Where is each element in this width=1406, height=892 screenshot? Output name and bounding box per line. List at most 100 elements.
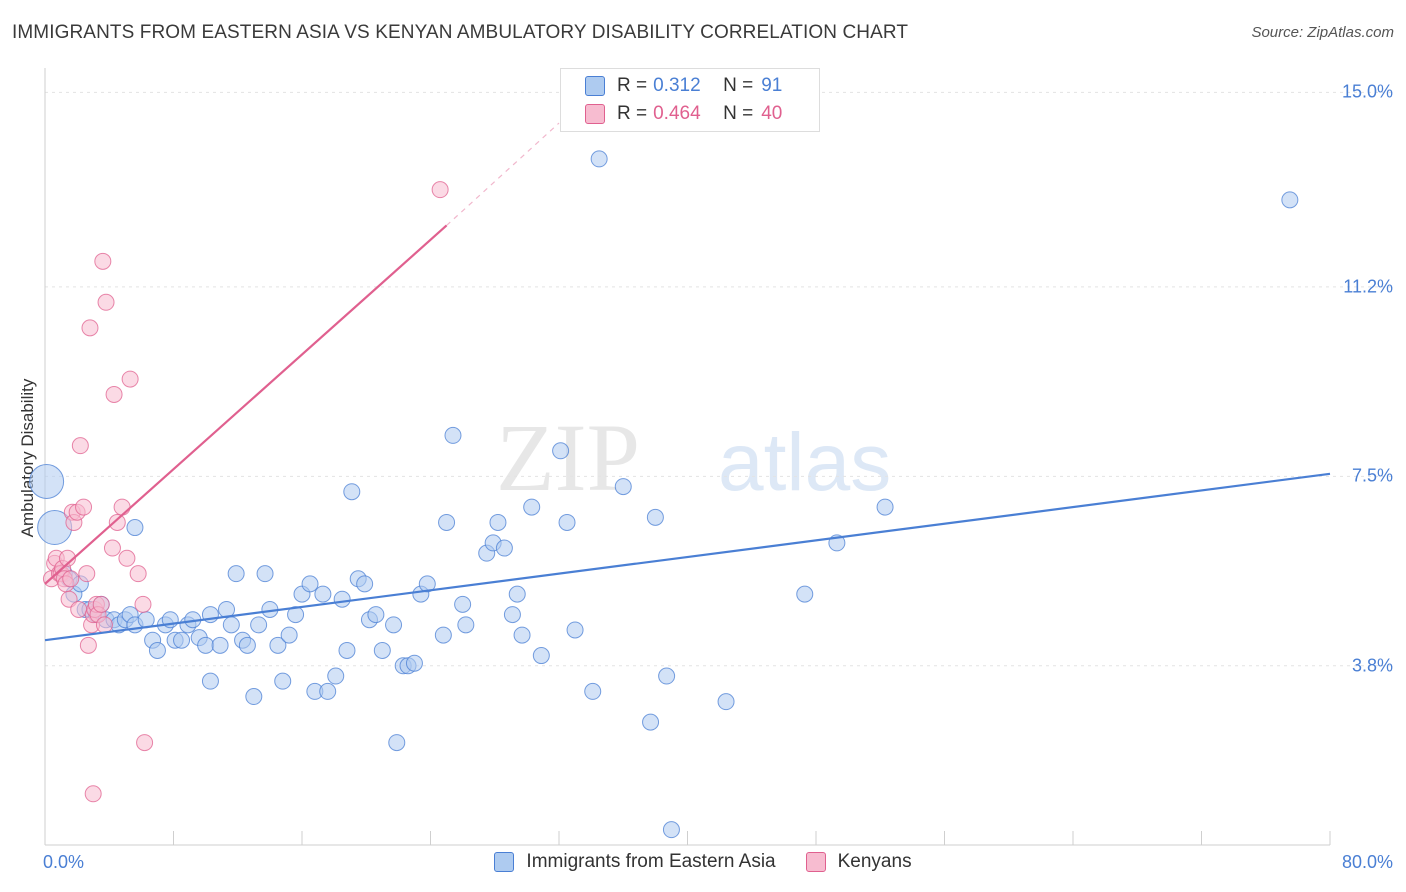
n-value-eastern-asia: 91 (761, 75, 783, 96)
x-tick-label-max: 80.0% (1341, 852, 1393, 872)
data-point (373, 641, 391, 659)
watermark: ZIP atlas (496, 404, 891, 511)
data-point (71, 437, 89, 455)
data-point (584, 682, 602, 700)
series-kenyans-points (42, 181, 449, 803)
data-point (134, 595, 152, 613)
data-point (222, 616, 240, 634)
data-point (513, 626, 531, 644)
data-point (333, 590, 351, 608)
data-point (454, 595, 472, 613)
data-point (646, 508, 664, 526)
trend-line-eastern-asia (44, 472, 1331, 642)
data-point (75, 498, 93, 516)
data-point (558, 513, 576, 531)
legend-swatch-kenyans (805, 852, 826, 872)
legend-item-eastern-asia[interactable]: Immigrants from Eastern Asia (494, 851, 776, 873)
data-point (245, 688, 263, 706)
data-point (717, 693, 735, 711)
source-label: Source: ZipAtlas.com (1251, 24, 1394, 41)
series-legend: Immigrants from Eastern Asia Kenyans (0, 851, 1406, 873)
x-tick-label-min: 0.0% (43, 852, 85, 872)
data-point (58, 549, 76, 567)
data-point (70, 600, 88, 618)
data-point (269, 636, 287, 654)
data-point (319, 682, 337, 700)
data-points (29, 150, 1299, 839)
swatch-kenyans (585, 104, 605, 124)
data-point (129, 565, 147, 583)
r-value-eastern-asia: 0.312 (653, 75, 701, 96)
n-label: N = (723, 103, 754, 124)
data-point (367, 606, 385, 624)
swatch-eastern-asia (585, 76, 605, 96)
axes (44, 68, 1331, 846)
y-tick-label: 3.8% (1351, 655, 1393, 676)
legend-label-eastern-asia: Immigrants from Eastern Asia (526, 851, 776, 872)
data-point (457, 616, 475, 634)
data-point (287, 606, 305, 624)
data-point (495, 539, 513, 557)
data-point (136, 734, 154, 752)
legend-swatch-eastern-asia (494, 852, 515, 872)
data-point (211, 636, 229, 654)
r-label: R = (617, 75, 648, 96)
watermark-atlas: atlas (718, 417, 891, 508)
data-point (113, 498, 131, 516)
data-point (662, 821, 680, 839)
data-point (566, 621, 584, 639)
data-point (532, 647, 550, 665)
data-point (418, 575, 436, 593)
data-point (197, 636, 215, 654)
data-point (173, 631, 191, 649)
data-point (81, 319, 99, 337)
series-eastern-asia-points (29, 150, 1299, 839)
data-point (238, 636, 256, 654)
n-value-kenyans: 40 (761, 103, 783, 124)
data-point (280, 626, 298, 644)
data-point (405, 654, 423, 672)
data-point (503, 606, 521, 624)
data-point (92, 595, 110, 613)
legend-item-kenyans[interactable]: Kenyans (805, 851, 912, 873)
watermark-zip: ZIP (496, 404, 640, 511)
data-point (343, 483, 361, 501)
trend-lines (44, 122, 1331, 642)
data-point (552, 442, 570, 460)
stats-row-kenyans: R = 0.464 N = 40 (585, 101, 782, 127)
chart-title: IMMIGRANTS FROM EASTERN ASIA VS KENYAN A… (12, 22, 909, 43)
data-point (431, 181, 449, 199)
grid-lines (45, 91, 1392, 667)
stats-legend: R = 0.312 N = 91 R = 0.464 N = 40 (560, 68, 820, 132)
data-point (314, 585, 332, 603)
data-point (385, 616, 403, 634)
data-point (121, 370, 139, 388)
data-point (658, 667, 676, 685)
data-point (438, 513, 456, 531)
r-value-kenyans: 0.464 (653, 103, 701, 124)
data-point (201, 672, 219, 690)
data-point (614, 478, 632, 496)
data-point (148, 641, 166, 659)
data-point (103, 539, 121, 557)
data-point (250, 616, 268, 634)
data-point (796, 585, 814, 603)
data-point (876, 498, 894, 516)
y-tick-label: 15.0% (1341, 81, 1393, 102)
data-point (95, 616, 113, 634)
data-point (62, 570, 80, 588)
data-point (94, 252, 112, 270)
data-point (105, 385, 123, 403)
data-point (523, 498, 541, 516)
y-tick-label: 7.5% (1351, 465, 1393, 486)
data-point (227, 565, 245, 583)
data-point (1281, 191, 1299, 209)
n-label: N = (723, 75, 754, 96)
data-point (79, 636, 97, 654)
data-point (642, 713, 660, 731)
data-point (84, 785, 102, 803)
data-point (301, 575, 319, 593)
data-point (434, 626, 452, 644)
y-tick-label: 11.2% (1343, 276, 1393, 297)
